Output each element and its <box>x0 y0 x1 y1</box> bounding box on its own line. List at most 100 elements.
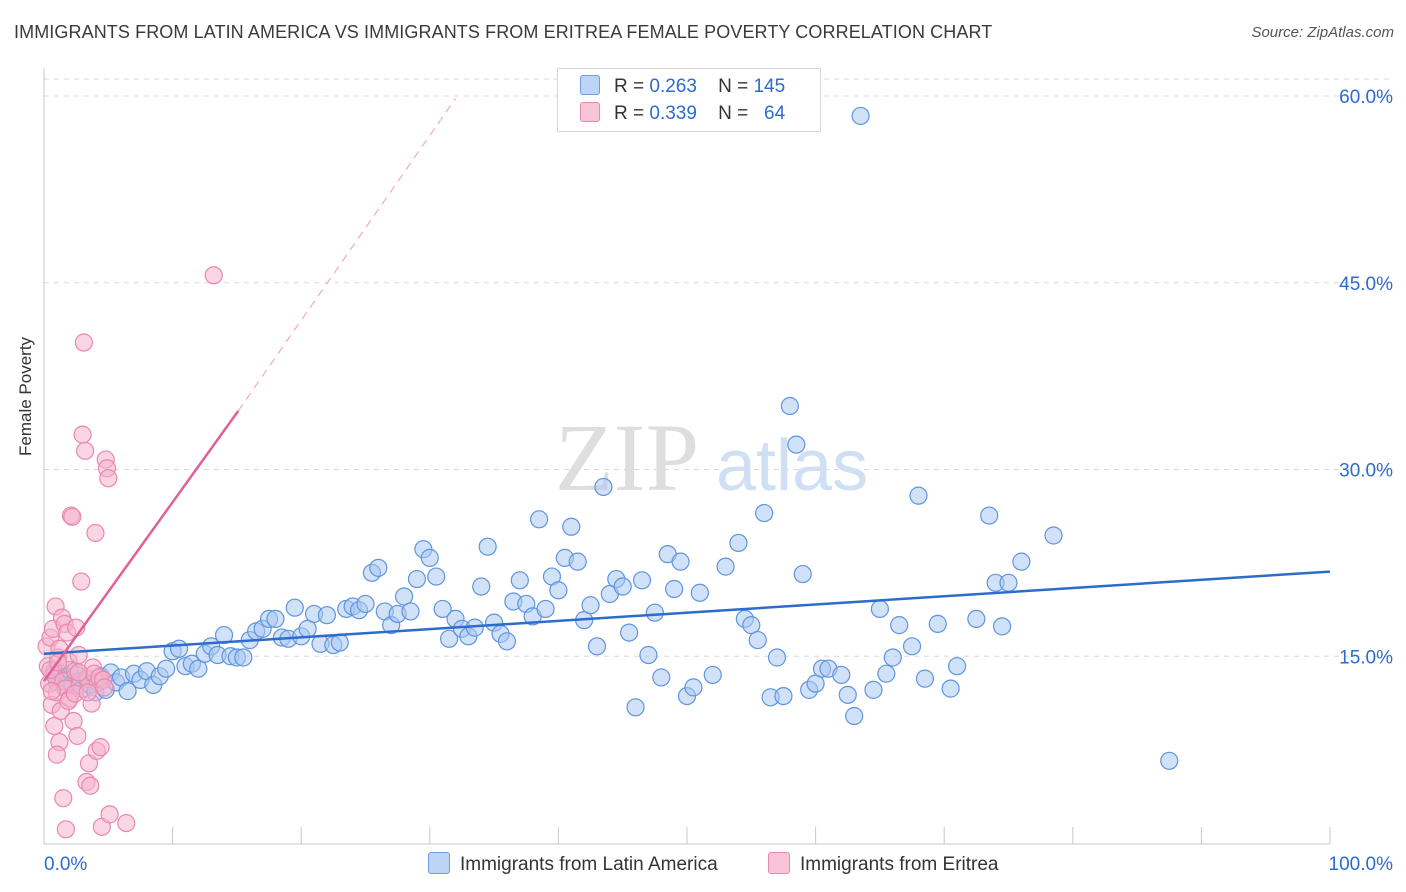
data-point-latin-america <box>793 564 812 584</box>
data-point-eritrea <box>69 663 88 682</box>
data-point-latin-america <box>742 616 761 635</box>
trend-lines <box>42 98 1331 682</box>
y-tick-label: 45.0% <box>1339 274 1393 295</box>
data-point-latin-america <box>356 594 375 614</box>
legend-r-label: R = <box>614 76 645 97</box>
data-point-latin-america <box>581 596 600 615</box>
data-point-eritrea <box>64 711 83 731</box>
trend-line-latin-america <box>43 570 1331 656</box>
data-point-latin-america <box>285 598 304 617</box>
data-point-latin-america <box>1160 751 1179 770</box>
legend-row-pink: R = 0.339 N = 64 <box>580 102 785 126</box>
data-point-latin-america <box>369 558 388 577</box>
data-point-latin-america <box>620 623 639 642</box>
data-point-latin-america <box>401 602 420 621</box>
data-point-latin-america <box>234 648 253 667</box>
data-point-latin-america <box>587 637 607 656</box>
data-point-latin-america <box>947 657 967 676</box>
data-point-eritrea <box>100 805 119 824</box>
data-point-latin-america <box>915 669 935 688</box>
data-point-latin-america <box>530 510 549 529</box>
data-point-latin-america <box>1012 552 1031 571</box>
trend-line-eritrea <box>42 410 240 682</box>
data-point-eritrea <box>72 572 91 591</box>
watermark-zip: ZIP <box>555 404 699 511</box>
data-point-latin-america <box>472 577 491 596</box>
data-point-latin-america <box>845 706 864 726</box>
data-point-latin-america <box>665 579 684 599</box>
data-point-latin-america <box>890 616 909 635</box>
bottom-legend-label-blue: Immigrants from Latin America <box>460 854 718 875</box>
data-point-latin-america <box>684 678 703 697</box>
data-point-latin-america <box>883 648 902 667</box>
data-point-latin-america <box>510 571 529 590</box>
bottom-legend-blue: Immigrants from Latin America <box>428 852 718 876</box>
data-point-latin-america <box>632 571 652 590</box>
correlation-legend: R = 0.263 N = 145 R = 0.339 N = 64 <box>557 68 821 132</box>
x-tick-label-min: 0.0% <box>44 854 87 875</box>
data-point-eritrea <box>86 523 105 543</box>
data-point-latin-america <box>690 583 709 602</box>
data-point-latin-america <box>716 557 735 576</box>
data-point-latin-america <box>394 587 414 606</box>
data-point-latin-america <box>806 674 825 693</box>
tick-labels: 15.0% 30.0% 45.0% 60.0% 0.0% 100.0% <box>44 87 1393 875</box>
legend-row-blue: R = 0.263 N = 145 <box>580 75 785 99</box>
bottom-legend-pink: Immigrants from Eritrea <box>768 852 998 876</box>
data-point-eritrea <box>204 266 223 285</box>
data-point-latin-america <box>787 435 806 454</box>
data-point-latin-america <box>536 599 555 619</box>
legend-r-label: R = <box>614 103 645 124</box>
y-tick-label: 60.0% <box>1339 87 1393 108</box>
data-point-eritrea <box>117 813 136 833</box>
data-point-latin-america <box>870 599 890 619</box>
bottom-legend-label-pink: Immigrants from Eritrea <box>800 854 999 875</box>
bottom-legend-swatch-pink <box>768 852 790 874</box>
data-point-latin-america <box>169 639 189 658</box>
data-point-latin-america <box>928 614 947 633</box>
data-point-latin-america <box>909 486 928 505</box>
chart-title: IMMIGRANTS FROM LATIN AMERICA VS IMMIGRA… <box>14 22 993 42</box>
legend-n-label: N = <box>718 76 749 97</box>
data-point-eritrea <box>56 820 75 839</box>
data-point-eritrea <box>54 789 73 808</box>
data-point-latin-america <box>562 517 581 536</box>
data-point-latin-america <box>864 680 883 699</box>
data-point-latin-america <box>439 629 459 648</box>
data-point-eritrea <box>95 678 114 697</box>
data-point-eritrea <box>78 683 97 702</box>
data-point-latin-america <box>703 665 722 685</box>
data-point-latin-america <box>626 698 645 717</box>
data-point-latin-america <box>594 477 613 497</box>
y-tick-label: 15.0% <box>1339 647 1393 668</box>
data-point-latin-america <box>549 581 568 600</box>
data-point-eritrea <box>81 776 100 795</box>
data-point-latin-america <box>967 609 986 629</box>
data-point-latin-america <box>266 609 285 629</box>
data-point-latin-america <box>420 548 439 567</box>
legend-swatch-blue <box>580 75 600 95</box>
data-point-eritrea <box>69 645 88 665</box>
bottom-legend-swatch-blue <box>428 852 450 874</box>
legend-r-value-pink: 0.339 <box>649 103 697 124</box>
data-point-eritrea <box>76 441 95 460</box>
data-point-latin-america <box>780 396 799 416</box>
data-point-latin-america <box>652 668 671 687</box>
legend-swatch-pink <box>580 102 600 122</box>
data-point-latin-america <box>838 685 857 704</box>
data-point-latin-america <box>157 659 176 678</box>
data-point-latin-america <box>497 632 517 651</box>
legend-n-value-pink: 64 <box>764 103 786 124</box>
data-point-latin-america <box>330 633 349 652</box>
data-point-eritrea <box>99 469 118 488</box>
data-point-eritrea <box>42 682 61 701</box>
data-point-latin-america <box>767 648 787 667</box>
data-point-latin-america <box>478 537 497 556</box>
data-point-latin-america <box>832 665 851 685</box>
data-point-latin-america <box>317 606 337 625</box>
legend-n-value-blue: 145 <box>753 76 786 97</box>
data-point-latin-america <box>613 577 632 596</box>
data-point-latin-america <box>214 625 234 645</box>
legend-n-label: N = <box>718 103 749 124</box>
